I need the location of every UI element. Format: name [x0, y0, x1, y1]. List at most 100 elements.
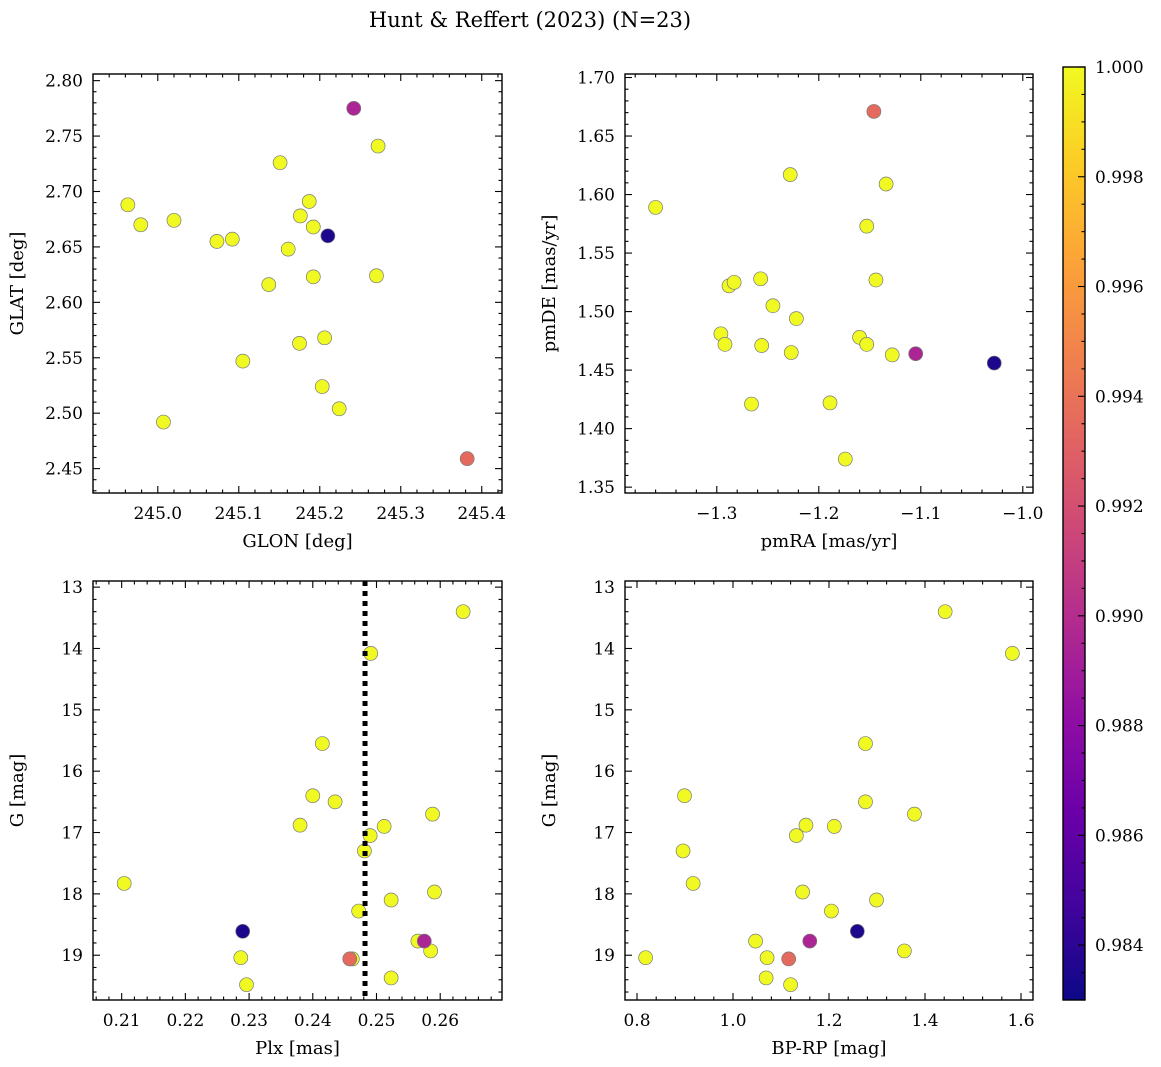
panel-3: 0.21 0.22 0.23 0.24 0.25 0.26 13 14 15 16 17 18 19 Pl…	[7, 578, 503, 1059]
x-tick-label: 0.22	[166, 1011, 204, 1031]
data-point	[369, 268, 384, 284]
data-point	[235, 923, 251, 939]
data-point	[859, 218, 875, 234]
y-tick-label: 13	[61, 578, 83, 598]
y-tick-label: 2.55	[45, 349, 83, 369]
data-point	[758, 970, 774, 986]
data-point	[314, 379, 330, 394]
data-point	[305, 219, 321, 235]
x-tick-label: 245.3	[376, 504, 425, 524]
colorbar-tick-label: 0.990	[1095, 607, 1144, 627]
data-point	[292, 336, 307, 351]
x-axis-label: pmRA [mas/yr]	[761, 531, 898, 552]
y-axis-label: G [mag]	[7, 754, 28, 827]
data-point	[120, 197, 136, 213]
y-tick-label: 1.60	[577, 186, 615, 206]
data-point	[837, 451, 853, 467]
panel-4: 0.8 1.0 1.2 1.4 1.6 13 14 15 16 17 18 19 BP-RP [mag]…	[539, 578, 1035, 1059]
x-tick-label: 245.0	[133, 504, 182, 524]
y-tick-label: 14	[61, 639, 83, 659]
data-point	[416, 933, 432, 949]
data-point	[305, 788, 321, 804]
data-point	[1005, 646, 1020, 661]
x-tick-label: 0.8	[623, 1011, 650, 1031]
y-tick-label: 2.75	[45, 127, 83, 147]
colorbar-tick-label: 0.984	[1095, 936, 1144, 956]
data-point	[783, 345, 799, 360]
colorbar-tick-label: 0.986	[1095, 826, 1144, 846]
y-tick-label: 1.50	[577, 303, 615, 323]
x-tick-label: −1.1	[900, 504, 941, 524]
data-point	[937, 604, 953, 620]
data-point	[383, 970, 399, 986]
x-tick-label: 1.0	[719, 1011, 746, 1031]
colorbar-tick-label: 1.000	[1095, 58, 1144, 78]
data-point	[116, 876, 132, 891]
x-tick-label: 0.23	[230, 1011, 268, 1031]
x-axis-label: BP-RP [mag]	[771, 1038, 886, 1059]
colorbar-tick-label: 0.992	[1095, 497, 1144, 517]
data-point	[866, 104, 882, 119]
data-point	[156, 414, 171, 430]
data-point	[346, 101, 362, 116]
data-point	[759, 950, 775, 966]
plot-frame	[624, 73, 1034, 494]
data-point	[802, 933, 818, 949]
x-tick-label: 0.26	[421, 1011, 459, 1031]
plot-frame	[92, 580, 503, 1001]
y-tick-label: 19	[61, 946, 83, 966]
x-tick-label: 1.6	[1007, 1011, 1034, 1031]
axis-ticks	[92, 74, 502, 493]
data-point	[869, 892, 884, 908]
data-point	[753, 271, 769, 287]
y-tick-label: 16	[61, 762, 83, 782]
y-tick-label: 2.80	[45, 72, 83, 92]
y-tick-label: 2.50	[45, 404, 83, 424]
data-point	[826, 819, 842, 834]
data-point	[677, 788, 692, 804]
y-tick-label: 2.45	[45, 460, 83, 480]
data-point	[884, 347, 900, 363]
data-point	[782, 167, 798, 183]
data-point	[317, 330, 332, 346]
data-point	[376, 819, 392, 834]
data-point	[859, 337, 875, 352]
x-axis-label: Plx [mas]	[255, 1038, 340, 1059]
data-point	[425, 806, 440, 822]
data-point	[648, 200, 663, 215]
axis-ticks	[625, 74, 1033, 493]
x-tick-label: 0.25	[358, 1011, 396, 1031]
data-point	[327, 794, 343, 810]
data-point	[638, 950, 653, 966]
data-point	[314, 736, 330, 751]
data-point	[744, 396, 759, 412]
data-point	[261, 277, 277, 292]
data-point	[717, 337, 733, 352]
y-tick-label: 18	[593, 885, 615, 905]
y-axis-label: GLAT [deg]	[7, 232, 28, 336]
x-tick-label: −1.2	[798, 504, 839, 524]
y-axis-label: pmDE [mas/yr]	[539, 215, 560, 353]
data-point	[858, 736, 873, 751]
y-tick-label: 17	[61, 824, 83, 844]
plot-frame	[92, 73, 503, 494]
data-point	[748, 933, 763, 949]
y-tick-label: 19	[593, 946, 615, 966]
data-point	[908, 346, 924, 362]
data-point	[383, 892, 399, 908]
figure-title: Hunt & Reffert (2023) (N=23)	[369, 8, 691, 32]
y-tick-label: 1.45	[577, 361, 615, 381]
data-point	[726, 274, 742, 290]
data-point	[272, 155, 288, 171]
x-axis-label: GLON [deg]	[242, 531, 352, 552]
data-point	[370, 138, 386, 154]
x-tick-label: −1.0	[1002, 504, 1043, 524]
x-tick-label: 245.2	[295, 504, 344, 524]
data-point	[233, 950, 249, 966]
data-point	[239, 977, 254, 993]
colorbar-tick-label: 0.988	[1095, 717, 1144, 737]
data-point	[685, 876, 701, 891]
y-tick-label: 1.65	[577, 127, 615, 147]
data-point	[280, 241, 296, 257]
